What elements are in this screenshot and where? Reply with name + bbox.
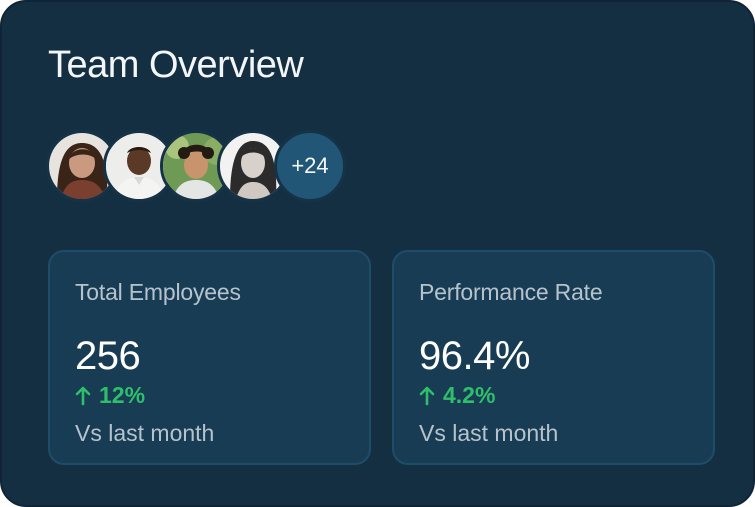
stat-label: Performance Rate	[419, 279, 603, 305]
stat-note: Vs last month	[75, 420, 215, 446]
card-title: Team Overview	[48, 44, 304, 86]
stat-value: 256	[75, 334, 141, 378]
avatar[interactable]	[46, 130, 118, 202]
stat-change-value: 4.2%	[443, 382, 496, 408]
avatar-photo-icon	[163, 133, 229, 199]
arrow-up-icon	[419, 386, 435, 406]
stat-value: 96.4%	[419, 334, 530, 378]
avatar-photo-icon	[49, 133, 115, 199]
avatar[interactable]	[103, 130, 175, 202]
stat-card-performance-rate: Performance Rate 96.4% 4.2% Vs last mont…	[392, 250, 715, 465]
stat-card-total-employees: Total Employees 256 12% Vs last month	[48, 250, 371, 465]
stat-change-value: 12%	[99, 382, 146, 408]
stat-label: Total Employees	[75, 279, 241, 305]
arrow-up-icon	[75, 386, 91, 406]
more-members-badge[interactable]: +24	[274, 130, 346, 202]
avatar-group[interactable]: +24	[46, 130, 366, 202]
stat-note: Vs last month	[419, 420, 559, 446]
stat-change: 4.2%	[419, 382, 495, 409]
avatar[interactable]	[160, 130, 232, 202]
avatar-photo-icon	[106, 133, 172, 199]
stat-change: 12%	[75, 382, 145, 409]
